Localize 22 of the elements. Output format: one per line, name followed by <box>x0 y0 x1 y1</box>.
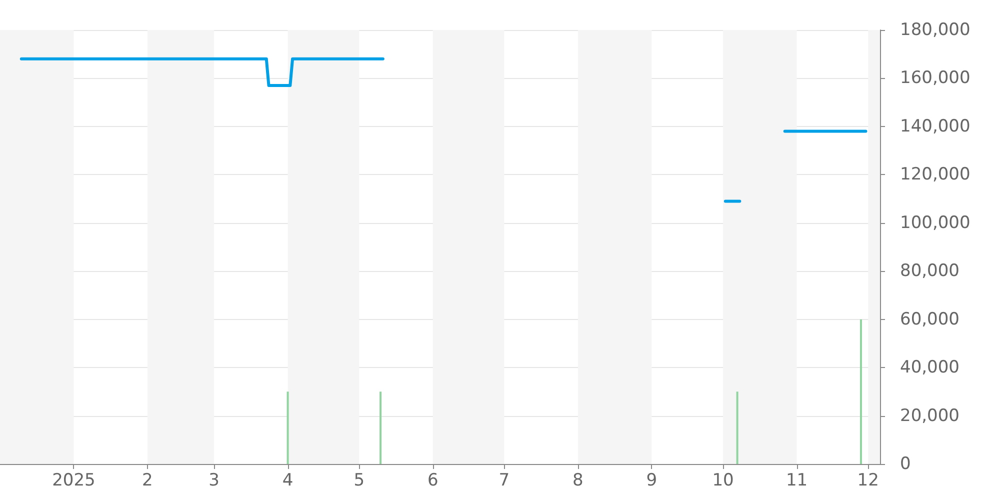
x-tick-label: 7 <box>498 470 510 490</box>
y-tick-label: 80,000 <box>900 261 960 282</box>
x-tick-label: 6 <box>427 470 438 490</box>
y-tick-label: 140,000 <box>900 116 970 136</box>
x-tick-label: 4 <box>282 470 294 490</box>
y-tick-label: 60,000 <box>900 309 960 330</box>
y-tick-label: 160,000 <box>900 68 970 88</box>
x-tick-label: 12 <box>857 470 879 490</box>
y-tick-label: 40,000 <box>900 358 960 378</box>
y-tick-label: 20,000 <box>900 406 960 426</box>
x-tick-label: 2025 <box>52 470 96 490</box>
y-tick-label: 180,000 <box>900 20 970 40</box>
y-tick-label: 120,000 <box>900 164 970 185</box>
x-tick-label: 10 <box>712 470 734 490</box>
x-tick-label: 2 <box>142 470 153 490</box>
y-tick-label: 0 <box>900 454 911 474</box>
x-tick-label: 3 <box>208 470 220 490</box>
x-tick-label: 9 <box>646 470 658 490</box>
x-tick-label: 11 <box>786 470 808 490</box>
x-tick-label: 5 <box>354 470 365 490</box>
y-tick-label: 100,000 <box>900 212 970 233</box>
x-tick-label: 8 <box>572 470 584 490</box>
